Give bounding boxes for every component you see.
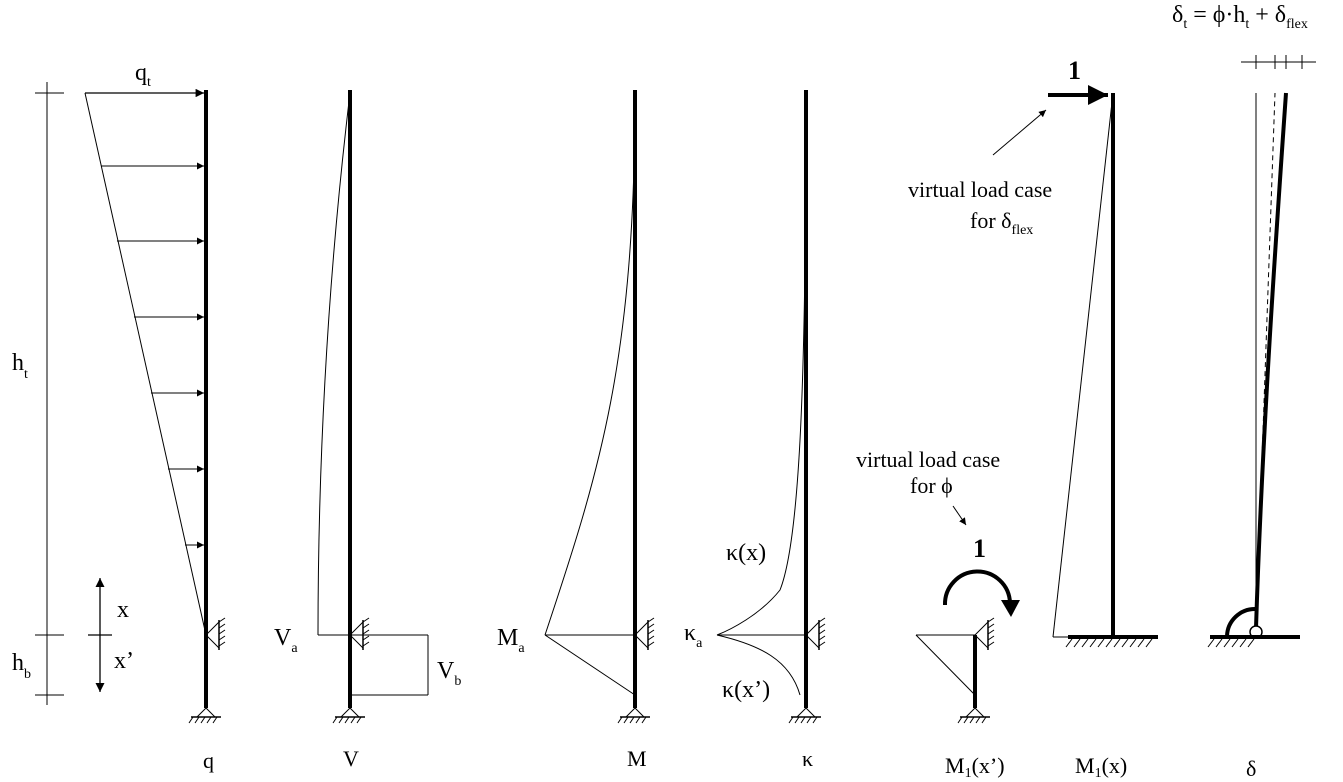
caption-m1-x-prime: M1(x’) bbox=[945, 753, 1005, 781]
unit-moment-label: 1 bbox=[973, 534, 986, 563]
load-diagram-q bbox=[84, 88, 226, 724]
kappa-x-prime-label: κ(x’) bbox=[722, 677, 770, 703]
virtual-case-phi bbox=[915, 505, 1020, 724]
caption-q: q bbox=[203, 748, 214, 773]
caption-m1-x: M1(x) bbox=[1075, 753, 1127, 781]
virtual-case-flex bbox=[992, 85, 1158, 648]
va-label: Va bbox=[274, 625, 298, 656]
caption-v: V bbox=[343, 746, 359, 771]
deflection-diagram-delta bbox=[1207, 55, 1316, 648]
flex-case-line1: virtual load case bbox=[908, 177, 1052, 202]
height-dimensions bbox=[35, 82, 64, 705]
moment-diagram-m bbox=[544, 90, 655, 724]
phi-case-line1: virtual load case bbox=[856, 447, 1000, 472]
caption-m: M bbox=[627, 746, 647, 771]
kappa-x-label: κ(x) bbox=[726, 540, 766, 566]
flex-case-line2: for δflex bbox=[970, 208, 1033, 238]
unit-force-label: 1 bbox=[1068, 56, 1081, 85]
kappa-a-label: κa bbox=[684, 620, 703, 651]
x-label: x bbox=[117, 597, 129, 623]
hb-label: hb bbox=[12, 650, 31, 682]
phi-case-line2: for ϕ bbox=[910, 473, 953, 498]
coordinate-arrows bbox=[88, 578, 112, 692]
vb-label: Vb bbox=[437, 658, 461, 689]
ma-label: Ma bbox=[497, 625, 525, 656]
caption-kappa: κ bbox=[802, 746, 813, 771]
x-prime-label: x’ bbox=[114, 648, 134, 674]
curvature-diagram-kappa bbox=[716, 90, 826, 724]
ht-label: ht bbox=[12, 350, 28, 382]
deflection-formula: δt = ϕ·ht + δflex bbox=[1172, 2, 1308, 32]
caption-delta: δ bbox=[1246, 756, 1256, 781]
shear-diagram-v bbox=[317, 90, 429, 724]
qt-label: qt bbox=[135, 60, 151, 90]
